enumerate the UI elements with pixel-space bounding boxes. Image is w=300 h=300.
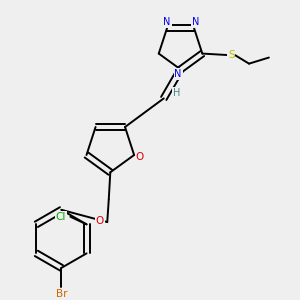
Text: S: S [228, 50, 235, 60]
Text: N: N [164, 17, 171, 28]
Text: N: N [192, 17, 199, 28]
Text: Br: Br [56, 290, 67, 299]
Text: O: O [95, 215, 104, 226]
Text: O: O [136, 152, 144, 161]
Text: N: N [174, 69, 182, 79]
Text: H: H [173, 88, 180, 98]
Text: Cl: Cl [56, 212, 66, 222]
